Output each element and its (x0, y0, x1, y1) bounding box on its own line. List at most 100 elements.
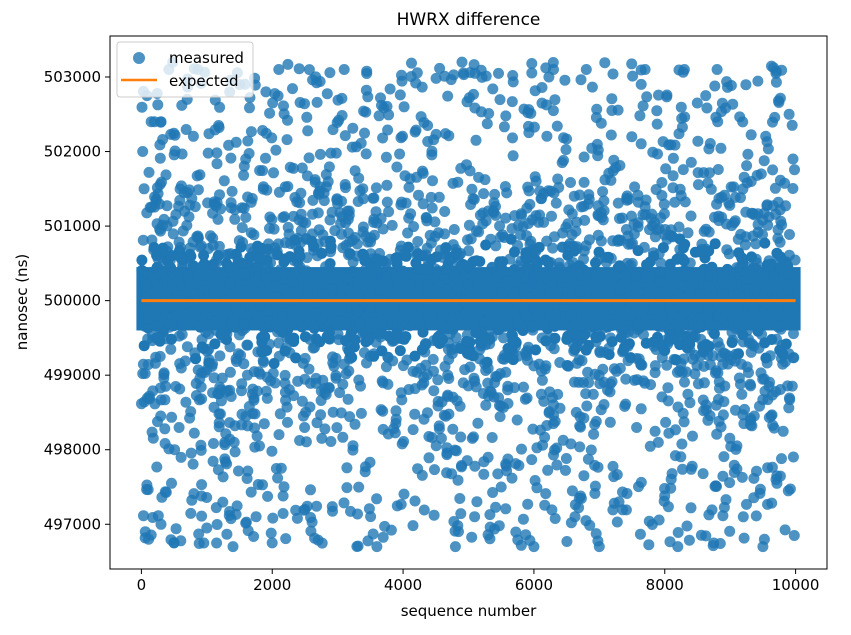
scatter-point (341, 462, 353, 474)
scatter-point (521, 310, 533, 322)
scatter-point (224, 433, 236, 445)
scatter-point (643, 515, 655, 527)
scatter-point (528, 121, 540, 133)
scatter-point (526, 67, 538, 79)
scatter-point (754, 400, 765, 412)
scatter-point (349, 165, 361, 177)
scatter-point (155, 268, 167, 279)
scatter-point (539, 431, 551, 443)
scatter-point (278, 100, 289, 112)
scatter-point (678, 416, 690, 428)
scatter-point (334, 207, 346, 219)
scatter-point (417, 250, 429, 262)
scatter-point (556, 157, 568, 169)
scatter-point (185, 406, 197, 418)
scatter-point (218, 175, 230, 187)
scatter-point (377, 531, 389, 543)
scatter-point (474, 335, 486, 347)
scatter-point (665, 473, 677, 485)
scatter-point (439, 361, 451, 372)
scatter-point (174, 194, 186, 206)
scatter-point (227, 541, 239, 553)
scatter-point (371, 541, 383, 553)
scatter-point (430, 128, 442, 140)
scatter-point (586, 142, 598, 154)
scatter-point (429, 216, 441, 228)
y-tick-label: 500000 (44, 292, 101, 310)
scatter-point (239, 318, 250, 329)
scatter-point (594, 378, 606, 390)
scatter-point (741, 177, 753, 189)
scatter-point (725, 80, 737, 91)
scatter-point (138, 510, 149, 522)
scatter-point (316, 313, 328, 325)
scatter-point (731, 440, 743, 452)
scatter-point (143, 533, 155, 545)
scatter-point (605, 129, 617, 141)
scatter-point (771, 284, 783, 296)
scatter-point (416, 344, 428, 356)
scatter-point (267, 367, 279, 379)
scatter-point (565, 177, 576, 188)
scatter-point (211, 519, 223, 530)
scatter-point (289, 192, 301, 203)
scatter-point (257, 346, 269, 358)
scatter-point (482, 529, 494, 541)
scatter-point (443, 408, 455, 420)
scatter-point (176, 148, 188, 160)
scatter-point (349, 418, 361, 430)
scatter-point (303, 64, 315, 76)
scatter-point (338, 64, 350, 75)
scatter-point (766, 334, 778, 345)
scatter-point (685, 210, 697, 222)
scatter-point (518, 381, 529, 393)
scatter-point (254, 299, 266, 311)
scatter-point (294, 435, 306, 446)
scatter-point (319, 423, 331, 435)
scatter-point (198, 249, 210, 261)
scatter-point (192, 364, 204, 376)
scatter-point (769, 182, 781, 194)
scatter-point (230, 136, 242, 148)
scatter-point (703, 245, 715, 257)
scatter-point (735, 378, 746, 390)
scatter-point (377, 405, 389, 417)
scatter-point (500, 212, 512, 224)
scatter-point (720, 348, 732, 360)
scatter-point (398, 101, 410, 113)
scatter-point (427, 175, 438, 187)
scatter-point (708, 328, 720, 340)
scatter-point (675, 101, 687, 113)
scatter-point (363, 333, 375, 345)
scatter-point (771, 303, 783, 314)
scatter-point (362, 290, 374, 302)
scatter-point (352, 277, 363, 289)
scatter-point (314, 148, 326, 160)
scatter-point (560, 464, 571, 476)
scatter-point (709, 80, 721, 92)
scatter-point (733, 289, 745, 301)
scatter-point (709, 480, 721, 492)
scatter-point (329, 225, 341, 237)
scatter-point (753, 266, 765, 278)
scatter-point (578, 151, 590, 163)
scatter-point (758, 155, 770, 167)
scatter-point (450, 332, 462, 343)
scatter-point (159, 394, 171, 406)
scatter-point (526, 58, 538, 69)
scatter-point (332, 94, 344, 106)
scatter-point (316, 247, 328, 259)
scatter-point (240, 516, 252, 528)
scatter-point (666, 306, 678, 318)
scatter-point (459, 308, 471, 320)
scatter-point (454, 400, 466, 412)
scatter-point (787, 153, 799, 165)
scatter-point (583, 377, 595, 389)
scatter-point (520, 252, 532, 264)
scatter-point (687, 353, 699, 365)
scatter-point (361, 65, 373, 77)
scatter-point (569, 344, 581, 355)
scatter-point (439, 206, 451, 217)
scatter-point (442, 90, 454, 102)
scatter-point (566, 208, 578, 220)
